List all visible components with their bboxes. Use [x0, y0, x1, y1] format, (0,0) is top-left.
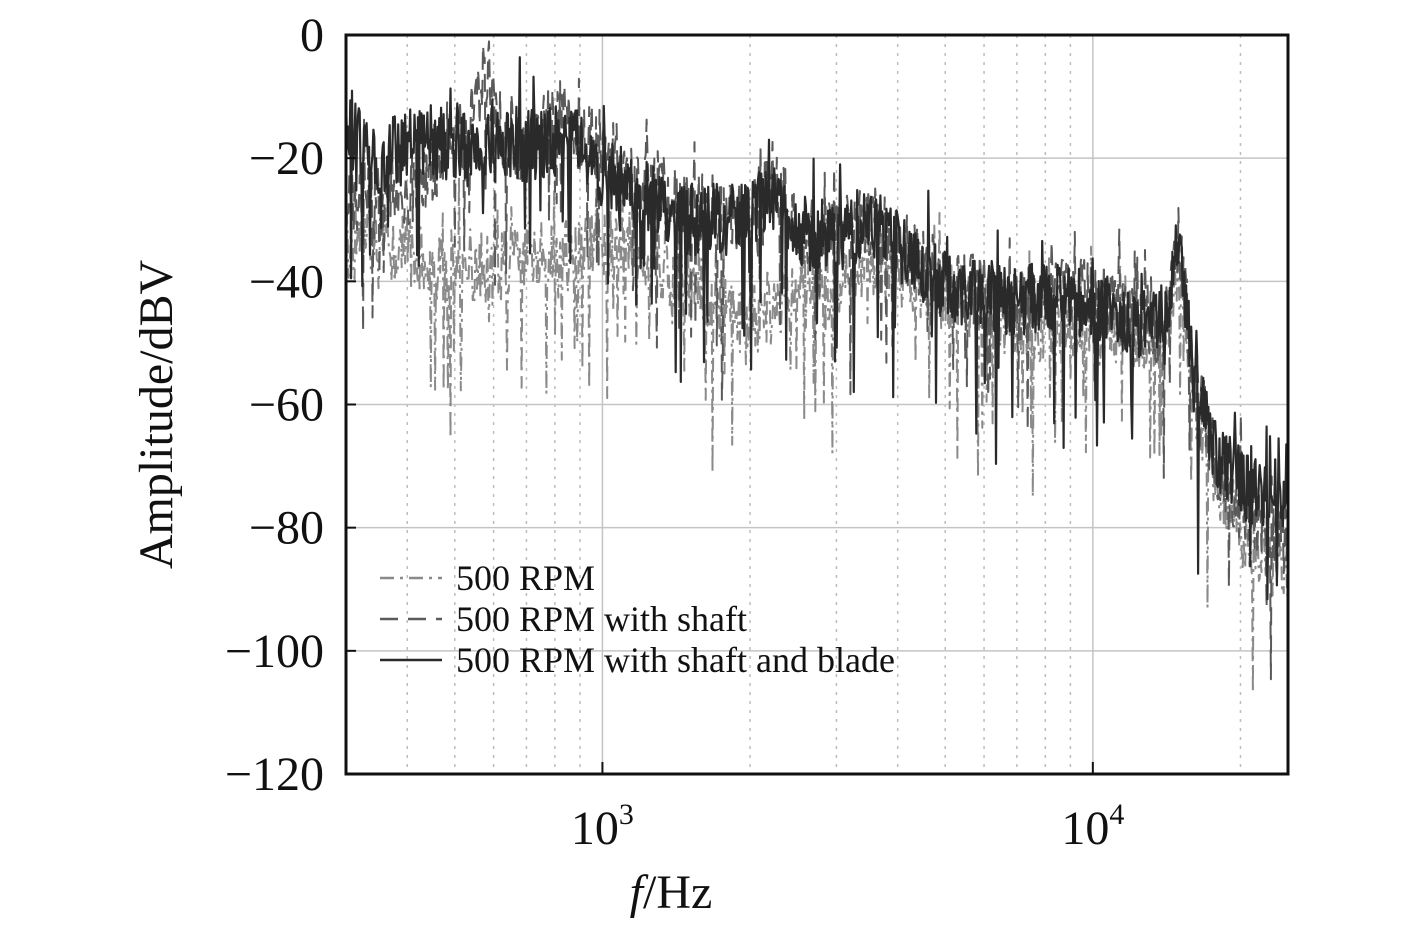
- y-tick-label: −60: [249, 379, 324, 432]
- legend-label: 500 RPM: [456, 558, 595, 598]
- y-tick-labels: 0 −20 −40 −60 −80 −100 −120: [225, 9, 356, 801]
- x-tick-label: 104: [1061, 798, 1124, 855]
- y-tick-label: −40: [249, 255, 324, 308]
- series-group: [346, 40, 1288, 694]
- y-tick-label: −20: [249, 132, 324, 185]
- y-axis-title: Amplitude/dBV: [130, 260, 183, 570]
- x-axis-title-unit: /Hz: [643, 866, 712, 919]
- x-axis-title: f/Hz: [630, 866, 713, 919]
- y-tick-label: −100: [225, 625, 324, 678]
- y-tick-label: 0: [300, 9, 324, 62]
- series-line: [346, 56, 1288, 601]
- x-tick-label: 103: [571, 798, 634, 855]
- y-tick-label: −80: [249, 502, 324, 555]
- legend-label: 500 RPM with shaft and blade: [456, 640, 895, 680]
- y-tick-label: −120: [225, 748, 324, 801]
- x-tick-labels: 103 104: [571, 762, 1124, 855]
- major-gridlines: [346, 34, 1288, 775]
- legend-label: 500 RPM with shaft: [456, 599, 747, 639]
